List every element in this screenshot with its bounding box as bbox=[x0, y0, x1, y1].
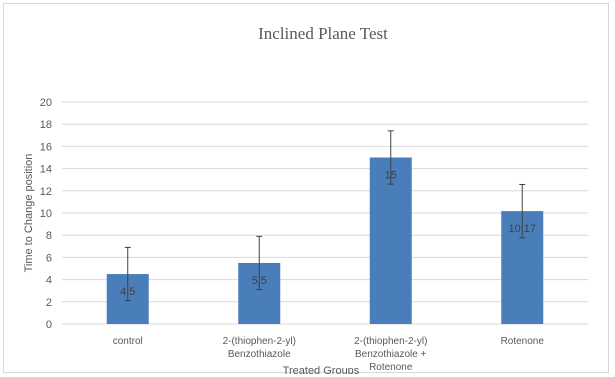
data-label: 10.17 bbox=[508, 223, 536, 235]
x-category-label: Rotenone bbox=[501, 336, 545, 347]
x-category-labels: control 2-(thiophen-2-yl) Benzothiazole 2-(… bbox=[113, 336, 545, 373]
y-tick-label: 14 bbox=[40, 164, 52, 176]
y-tick-label: 18 bbox=[40, 119, 52, 131]
chart-frame: Inclined Plane Test 0 2 4 6 8 10 12 14 16 18 20 4.… bbox=[3, 3, 609, 374]
data-label: 5.5 bbox=[252, 275, 267, 287]
bar bbox=[369, 157, 412, 324]
data-label: 4.5 bbox=[120, 286, 135, 298]
x-category-label: Rotenone bbox=[369, 362, 413, 373]
y-axis-title: Time to Change position bbox=[23, 154, 35, 273]
y-tick-label: 10 bbox=[40, 208, 52, 220]
data-label: 15 bbox=[385, 170, 397, 182]
x-category-label: control bbox=[113, 336, 143, 347]
chart-title: Inclined Plane Test bbox=[258, 24, 388, 43]
x-axis-title: Treated Groups bbox=[283, 365, 360, 374]
x-category-label: Benzothiazole bbox=[228, 349, 291, 360]
y-tick-label: 16 bbox=[40, 141, 52, 153]
x-category-label: Benzothiazole + bbox=[355, 349, 427, 360]
y-tick-label: 8 bbox=[46, 230, 52, 242]
gridlines bbox=[62, 101, 588, 325]
error-bars bbox=[124, 130, 526, 302]
y-tick-label: 20 bbox=[40, 97, 52, 109]
y-tick-label: 0 bbox=[46, 319, 52, 331]
x-category-label: 2-(thiophen-2-yl) bbox=[223, 336, 296, 347]
bars bbox=[106, 157, 544, 324]
y-tick-labels: 0 2 4 6 8 10 12 14 16 18 20 bbox=[40, 97, 52, 331]
y-tick-label: 2 bbox=[46, 297, 52, 309]
bar-chart: Inclined Plane Test 0 2 4 6 8 10 12 14 16 18 20 4.… bbox=[23, 24, 588, 374]
y-tick-label: 6 bbox=[46, 252, 52, 264]
y-tick-label: 12 bbox=[40, 186, 52, 198]
y-tick-label: 4 bbox=[46, 275, 52, 287]
x-category-label: 2-(thiophen-2-yl) bbox=[354, 336, 427, 347]
data-labels: 4.5 5.5 15 10.17 bbox=[120, 170, 536, 299]
